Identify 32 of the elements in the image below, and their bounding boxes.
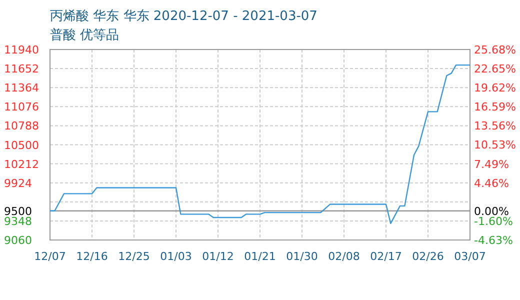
x-tick-label: 02/08 bbox=[328, 250, 360, 263]
chart-subtitle: 普酸 优等品 bbox=[50, 27, 120, 43]
y-tick-label: 10212 bbox=[4, 158, 39, 171]
chart-title: 丙烯酸 华东 华东 2020-12-07 - 2021-03-07 bbox=[50, 9, 318, 24]
y2-tick-label: 25.68% bbox=[474, 44, 516, 56]
y-tick-label: 11940 bbox=[4, 44, 39, 56]
line-series bbox=[49, 64, 471, 224]
x-tick-label: 02/26 bbox=[412, 250, 444, 263]
y-tick-label: 9924 bbox=[4, 176, 32, 190]
x-tick-label: 02/17 bbox=[370, 250, 402, 263]
x-tick-label: 03/07 bbox=[454, 250, 486, 263]
y-tick-label: 11364 bbox=[4, 82, 39, 95]
x-tick-label: 01/12 bbox=[202, 250, 234, 263]
x-tick-label: 12/16 bbox=[76, 250, 108, 263]
y2-tick-label: 22.65% bbox=[474, 62, 516, 76]
x-tick-label: 01/03 bbox=[160, 250, 192, 263]
y-tick-label: 11652 bbox=[4, 62, 39, 76]
y2-tick-label: 4.46% bbox=[474, 176, 509, 190]
x-tick-label: 12/25 bbox=[118, 250, 150, 263]
y2-tick-label: 16.59% bbox=[474, 100, 516, 114]
y-tick-label: 10500 bbox=[4, 138, 39, 152]
y-tick-label: 9060 bbox=[4, 234, 32, 247]
y2-tick-label: 7.49% bbox=[474, 158, 509, 171]
x-tick-label: 12/07 bbox=[34, 250, 66, 263]
y2-tick-label: 13.56% bbox=[474, 120, 516, 133]
x-tick-label: 01/21 bbox=[244, 250, 276, 263]
y2-tick-label: -4.63% bbox=[474, 234, 513, 247]
y2-tick-label: 19.62% bbox=[474, 82, 516, 95]
y-tick-label: 10788 bbox=[4, 120, 39, 133]
x-tick-label: 01/30 bbox=[286, 250, 318, 263]
y-tick-label: 11076 bbox=[4, 100, 39, 114]
y2-tick-label: 10.53% bbox=[474, 138, 516, 152]
